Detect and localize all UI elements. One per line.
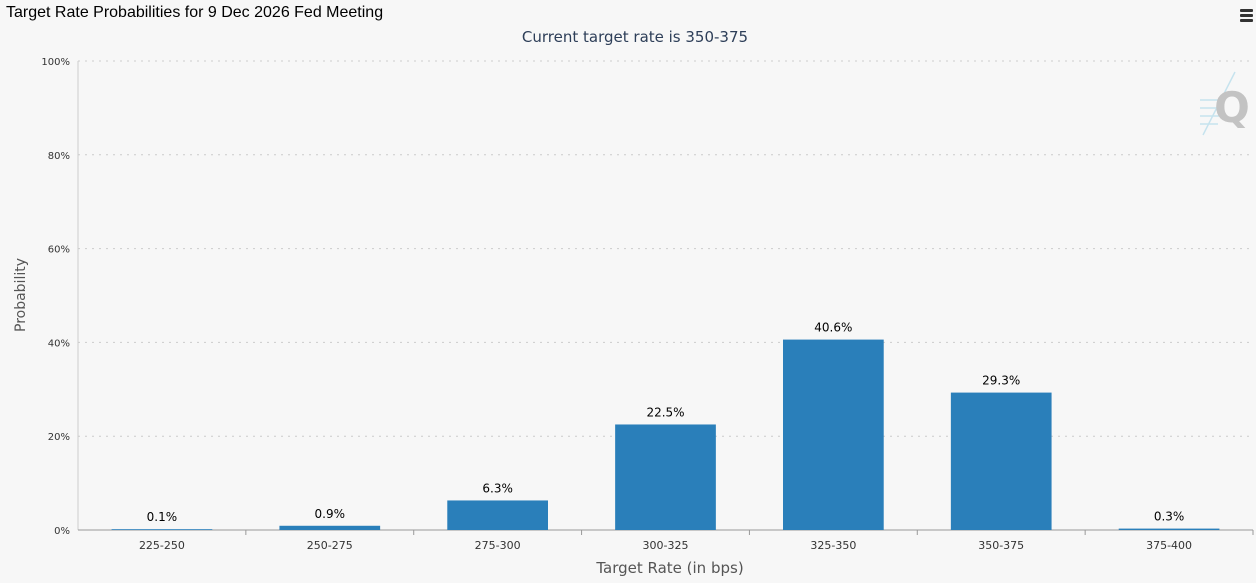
data-label: 6.3%	[482, 481, 513, 495]
hamburger-menu-icon[interactable]	[1240, 9, 1256, 25]
bars	[111, 339, 1220, 530]
data-label: 40.6%	[814, 321, 852, 335]
chart-subtitle: Current target rate is 350-375	[522, 28, 748, 46]
y-axis-label: Probability	[13, 258, 29, 332]
data-label: 0.3%	[1154, 510, 1185, 524]
y-tick-label: 60%	[48, 245, 70, 256]
bar[interactable]	[279, 525, 381, 530]
data-label: 0.1%	[147, 510, 178, 524]
data-label: 22.5%	[646, 405, 684, 419]
data-label: 0.9%	[315, 507, 346, 521]
bar[interactable]	[1118, 528, 1220, 530]
y-tick-label: 40%	[48, 338, 70, 349]
bar[interactable]	[950, 392, 1052, 530]
data-label: 29.3%	[982, 374, 1020, 388]
y-tick-label: 80%	[48, 151, 70, 162]
x-tick-label: 225-250	[139, 539, 185, 552]
bar[interactable]	[447, 500, 548, 530]
y-tick-label: 20%	[48, 432, 70, 443]
svg-text:Q: Q	[1214, 83, 1250, 132]
data-labels: 0.1% 0.9% 6.3% 22.5% 40.6% 29.3% 0.3%	[147, 321, 1185, 525]
x-tick-label: 275-300	[475, 539, 521, 552]
q-logo-icon: Q	[1200, 71, 1250, 136]
x-tick-label: 350-375	[978, 539, 1024, 552]
bar[interactable]	[111, 529, 213, 530]
page-title: Target Rate Probabilities for 9 Dec 2026…	[6, 4, 384, 21]
y-tick-label: 100%	[41, 57, 70, 68]
bar[interactable]	[783, 339, 884, 530]
x-axis-label: Target Rate (in bps)	[595, 559, 743, 577]
bar[interactable]	[615, 424, 716, 530]
x-tick-label: 325-350	[810, 539, 856, 552]
x-tick-label: 300-325	[643, 539, 689, 552]
x-tick-labels: 225-250 250-275 275-300 300-325 325-350 350-3…	[139, 530, 1254, 552]
x-tick-label: 250-275	[307, 539, 353, 552]
y-tick-label: 0%	[54, 526, 70, 537]
x-tick-label: 375-400	[1146, 539, 1192, 552]
y-tick-labels: 0% 20% 40% 60% 80% 100%	[41, 57, 70, 537]
